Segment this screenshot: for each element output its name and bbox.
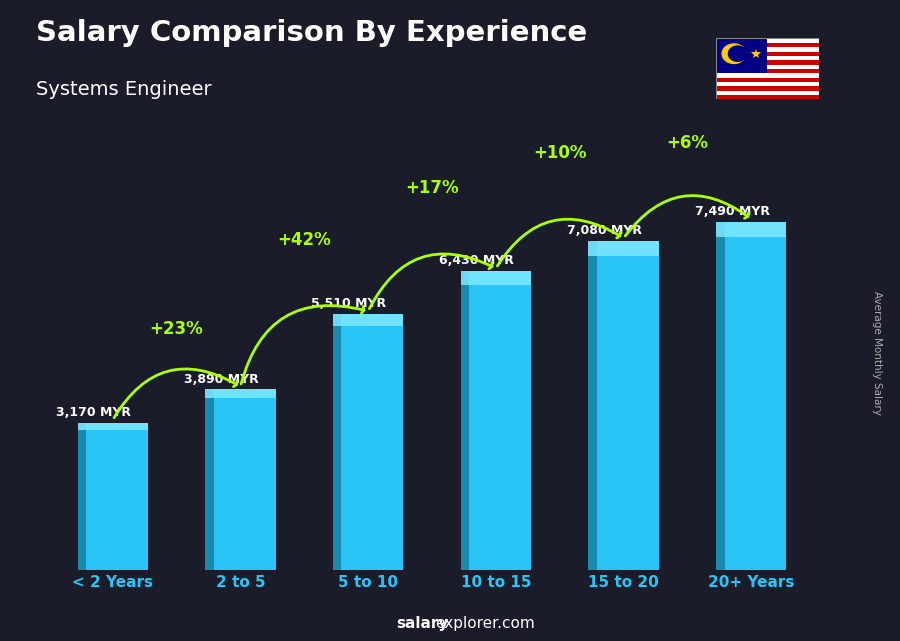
Text: Salary Comparison By Experience: Salary Comparison By Experience [36, 19, 587, 47]
Bar [77, 423, 148, 429]
Bar [716, 73, 819, 78]
Bar [589, 241, 597, 570]
Bar [716, 43, 819, 47]
Text: Systems Engineer: Systems Engineer [36, 80, 211, 99]
Text: +10%: +10% [533, 144, 587, 162]
Text: explorer.com: explorer.com [435, 617, 535, 631]
Bar [716, 78, 819, 82]
Bar [77, 423, 86, 570]
Text: 6,430 MYR: 6,430 MYR [439, 254, 514, 267]
Bar [716, 56, 819, 60]
Text: +42%: +42% [277, 231, 331, 249]
Text: 3,890 MYR: 3,890 MYR [184, 372, 258, 386]
Bar [205, 389, 213, 570]
Bar [716, 95, 819, 99]
Bar [589, 241, 659, 570]
Bar [716, 69, 819, 73]
Bar [716, 60, 819, 65]
Bar [716, 222, 787, 237]
Bar [205, 389, 275, 397]
Bar [589, 241, 659, 256]
Text: 7,080 MYR: 7,080 MYR [567, 224, 642, 237]
Text: +23%: +23% [149, 320, 203, 338]
Bar [716, 47, 819, 51]
Bar [716, 222, 787, 570]
Bar [461, 271, 531, 570]
Bar [205, 389, 275, 570]
Wedge shape [728, 46, 747, 62]
Bar [333, 314, 341, 570]
Bar [716, 65, 819, 69]
Bar [716, 38, 819, 43]
Bar [333, 314, 403, 570]
Bar [716, 38, 767, 73]
Bar [716, 82, 819, 87]
Bar [461, 271, 531, 285]
Text: 3,170 MYR: 3,170 MYR [56, 406, 131, 419]
Bar [77, 423, 148, 570]
Text: 7,490 MYR: 7,490 MYR [695, 205, 770, 218]
Text: Average Monthly Salary: Average Monthly Salary [872, 290, 883, 415]
Bar [716, 51, 819, 56]
Text: +6%: +6% [667, 134, 708, 152]
Wedge shape [722, 44, 746, 63]
Bar [461, 271, 469, 570]
Text: salary: salary [396, 617, 448, 631]
Bar [716, 90, 819, 95]
Text: 5,510 MYR: 5,510 MYR [311, 297, 386, 310]
Bar [333, 314, 403, 326]
Text: +17%: +17% [405, 179, 459, 197]
Bar [716, 222, 725, 570]
Bar [716, 87, 819, 90]
